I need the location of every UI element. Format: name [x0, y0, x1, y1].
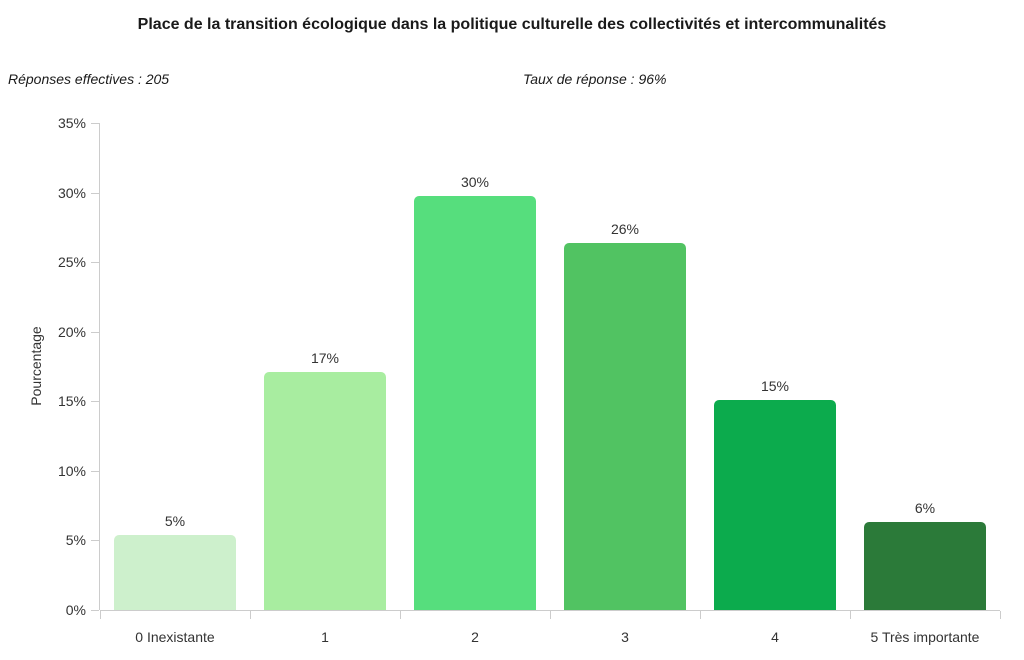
- x-tick-label: 1: [321, 629, 329, 645]
- y-tick-label: 25%: [57, 254, 86, 271]
- bar-value-label: 15%: [760, 377, 790, 394]
- x-tick-mark: [400, 611, 401, 619]
- bar-value-label: 5%: [164, 513, 186, 530]
- bar: [414, 195, 536, 610]
- y-tick-mark: [91, 331, 99, 333]
- x-tick-label: 3: [621, 629, 629, 645]
- bar: [564, 243, 686, 610]
- y-tick-mark: [91, 540, 99, 542]
- chart-title: Place de la transition écologique dans l…: [137, 16, 887, 33]
- y-tick-label: 20%: [57, 323, 86, 340]
- y-axis-line: [99, 123, 100, 610]
- x-tick-mark: [850, 611, 851, 619]
- y-tick-label: 10%: [57, 462, 86, 479]
- x-tick-label: 5 Très importante: [870, 629, 980, 645]
- y-tick-label: 35%: [57, 115, 86, 131]
- bar: [264, 372, 386, 610]
- y-axis-title: Pourcentage: [28, 325, 44, 406]
- responses-count-label: Réponses effectives : 205: [8, 71, 170, 87]
- x-tick-mark: [100, 611, 101, 619]
- x-tick-label: 2: [471, 629, 479, 645]
- bar: [114, 535, 236, 610]
- x-tick-mark: [250, 611, 251, 619]
- y-tick-label: 0%: [65, 602, 86, 618]
- bar: [864, 521, 986, 610]
- y-tick-mark: [91, 262, 99, 264]
- y-tick-label: 15%: [57, 393, 86, 410]
- y-tick-mark: [91, 610, 99, 611]
- y-tick-mark: [91, 470, 99, 472]
- response-rate-label: Taux de réponse : 96%: [523, 71, 667, 87]
- x-axis-line: [100, 610, 1000, 611]
- bar: [714, 399, 836, 610]
- x-tick-mark: [700, 611, 701, 619]
- y-tick-label: 30%: [57, 184, 86, 201]
- x-tick-mark: [550, 611, 551, 619]
- x-tick-mark: [1000, 611, 1001, 619]
- bar-value-label: 30%: [460, 173, 490, 190]
- x-tick-label: 4: [771, 629, 779, 645]
- y-tick-mark: [91, 192, 99, 194]
- y-tick-label: 5%: [65, 532, 86, 549]
- bar-value-label: 26%: [610, 221, 640, 238]
- bar-value-label: 6%: [914, 499, 936, 516]
- bar-value-label: 17%: [310, 350, 340, 367]
- x-tick-label: 0 Inexistante: [135, 629, 215, 645]
- y-tick-mark: [91, 401, 99, 403]
- y-tick-mark: [91, 123, 99, 124]
